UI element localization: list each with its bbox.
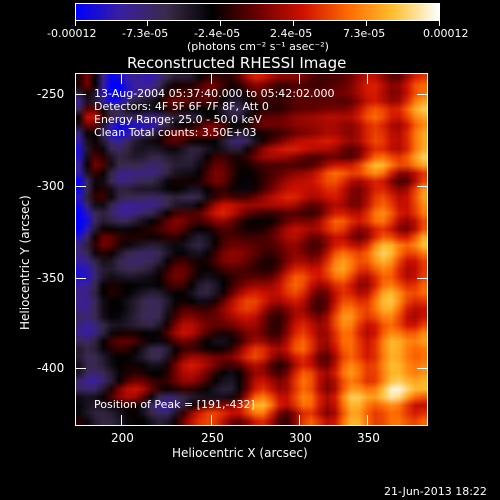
footer-timestamp: 21-Jun-2013 18:22 bbox=[384, 485, 487, 498]
y-tick-label: -300 bbox=[37, 179, 65, 193]
energy-range-text: Energy Range: 25.0 - 50.0 keV bbox=[94, 113, 262, 126]
x-tick-label: 200 bbox=[111, 431, 134, 445]
colorbar-tick-label: -2.4e-05 bbox=[194, 27, 241, 40]
plot-area bbox=[75, 73, 427, 425]
x-axis-label: Heliocentric X (arcsec) bbox=[172, 446, 308, 460]
heatmap-image bbox=[75, 73, 427, 425]
clean-counts-text: Clean Total counts: 3.50E+03 bbox=[94, 126, 257, 139]
colorbar-unit-label: (photons cm⁻² s⁻¹ asec⁻²) bbox=[187, 40, 329, 53]
colorbar-ticks bbox=[75, 21, 440, 26]
y-tick-label: -350 bbox=[37, 271, 65, 285]
x-tick-label: 300 bbox=[289, 431, 312, 445]
x-tick-label: 250 bbox=[201, 431, 224, 445]
y-tick-label: -400 bbox=[37, 361, 65, 375]
colorbar-tick-label: -7.3e-05 bbox=[122, 27, 169, 40]
colorbar-gradient bbox=[76, 4, 439, 20]
peak-position-text: Position of Peak = [191,-432] bbox=[94, 398, 255, 411]
time-range-text: 13-Aug-2004 05:37:40.000 to 05:42:02.000 bbox=[94, 87, 335, 100]
y-axis-label: Heliocentric Y (arcsec) bbox=[18, 195, 32, 330]
colorbar-tick-label: -0.00012 bbox=[47, 27, 97, 40]
colorbar-tick-label: 0.00012 bbox=[423, 27, 469, 40]
x-tick-label: 350 bbox=[357, 431, 380, 445]
y-tick-label: -250 bbox=[37, 87, 65, 101]
plot-title: Reconstructed RHESSI Image bbox=[127, 54, 347, 72]
colorbar-tick-label: 2.4e-05 bbox=[270, 27, 313, 40]
colorbar bbox=[75, 3, 440, 21]
plot-frame bbox=[75, 73, 428, 426]
colorbar-tick-label: 7.3e-05 bbox=[343, 27, 386, 40]
detectors-text: Detectors: 4F 5F 6F 7F 8F, Att 0 bbox=[94, 100, 269, 113]
